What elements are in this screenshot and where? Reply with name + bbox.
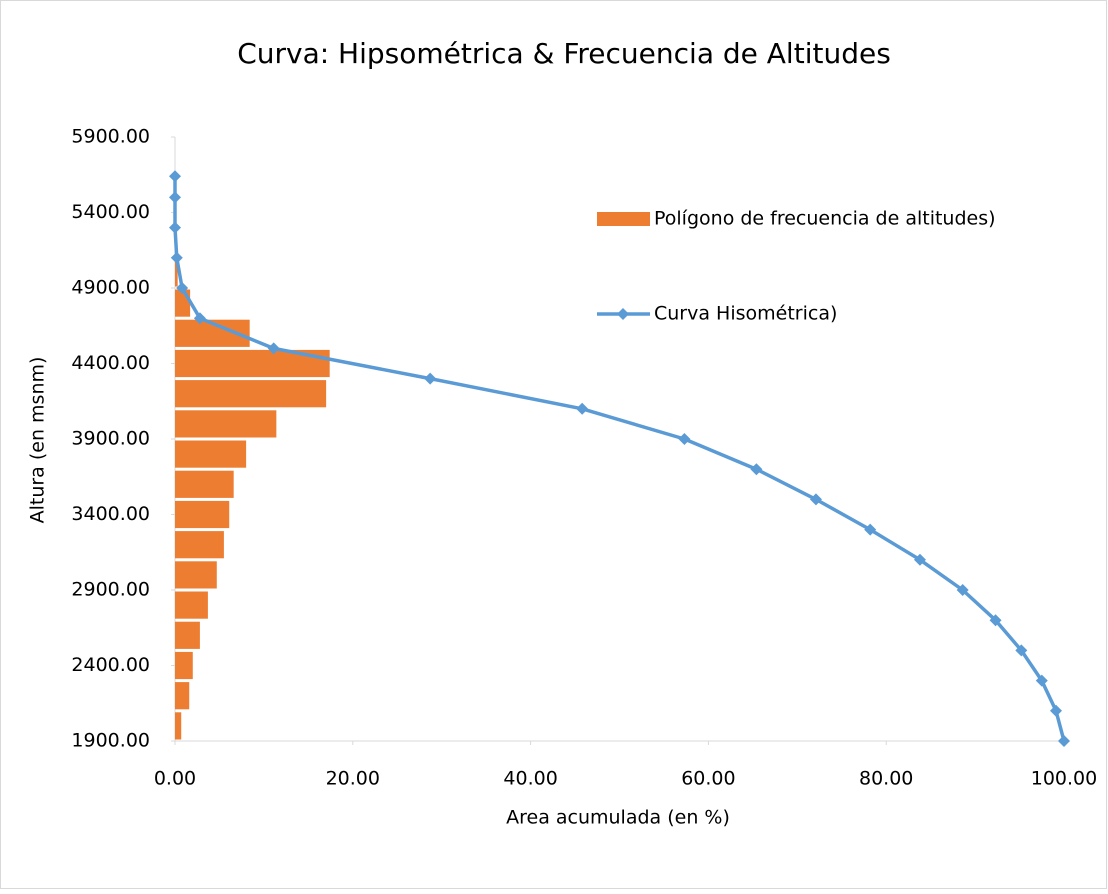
marker <box>170 251 183 264</box>
bar <box>175 410 277 438</box>
marker <box>989 614 1002 627</box>
bar <box>175 682 190 710</box>
marker <box>193 312 206 325</box>
x-tick-label: 60.00 <box>681 768 735 790</box>
marker <box>750 463 763 476</box>
bar <box>175 470 234 498</box>
marker <box>576 402 589 415</box>
marker <box>678 433 691 445</box>
marker <box>1049 704 1062 717</box>
bar <box>175 591 208 619</box>
marker <box>424 372 437 385</box>
bar <box>175 259 178 287</box>
y-tick-label: 3900.00 <box>71 428 150 450</box>
marker <box>1015 644 1028 657</box>
bar <box>175 712 182 740</box>
x-tick-label: 40.00 <box>503 768 557 790</box>
marker <box>169 170 181 183</box>
x-tick-label: 100.00 <box>1031 768 1097 790</box>
marker <box>169 191 181 204</box>
bar <box>175 289 191 317</box>
legend-label: Curva Hisométrica) <box>654 303 837 325</box>
marker <box>267 342 280 355</box>
bar <box>175 500 230 529</box>
bar <box>175 561 217 589</box>
legend-marker <box>617 308 629 320</box>
x-tick-label: 80.00 <box>859 768 913 790</box>
legend-label: Polígono de frecuencia de altitudes) <box>654 208 996 230</box>
y-tick-label: 4900.00 <box>71 277 150 299</box>
marker <box>913 553 926 566</box>
marker <box>169 221 181 234</box>
y-tick-label: 4400.00 <box>71 352 150 374</box>
legend-swatch <box>597 212 650 226</box>
marker <box>176 282 189 294</box>
marker <box>809 493 822 506</box>
x-axis-label: Area acumulada (en %) <box>506 807 730 829</box>
chart-title: Curva: Hipsométrica & Frecuencia de Alti… <box>237 37 891 70</box>
y-tick-label: 5400.00 <box>71 201 150 223</box>
y-tick-label: 1900.00 <box>71 730 150 752</box>
marker <box>864 523 877 536</box>
x-tick-label: 20.00 <box>326 768 380 790</box>
y-tick-label: 3400.00 <box>71 503 150 525</box>
bar <box>175 440 247 468</box>
marker <box>1058 735 1070 747</box>
y-tick-label: 2400.00 <box>71 654 150 676</box>
bar <box>175 380 327 408</box>
bar <box>175 531 224 559</box>
x-tick-label: 0.00 <box>154 768 196 790</box>
bar <box>175 621 200 649</box>
y-tick-label: 5900.00 <box>71 126 150 148</box>
y-axis-label: Altura (en msnm) <box>27 357 49 524</box>
y-tick-label: 2900.00 <box>71 579 150 601</box>
marker <box>1035 674 1048 687</box>
marker <box>956 584 969 596</box>
bar <box>175 651 193 680</box>
